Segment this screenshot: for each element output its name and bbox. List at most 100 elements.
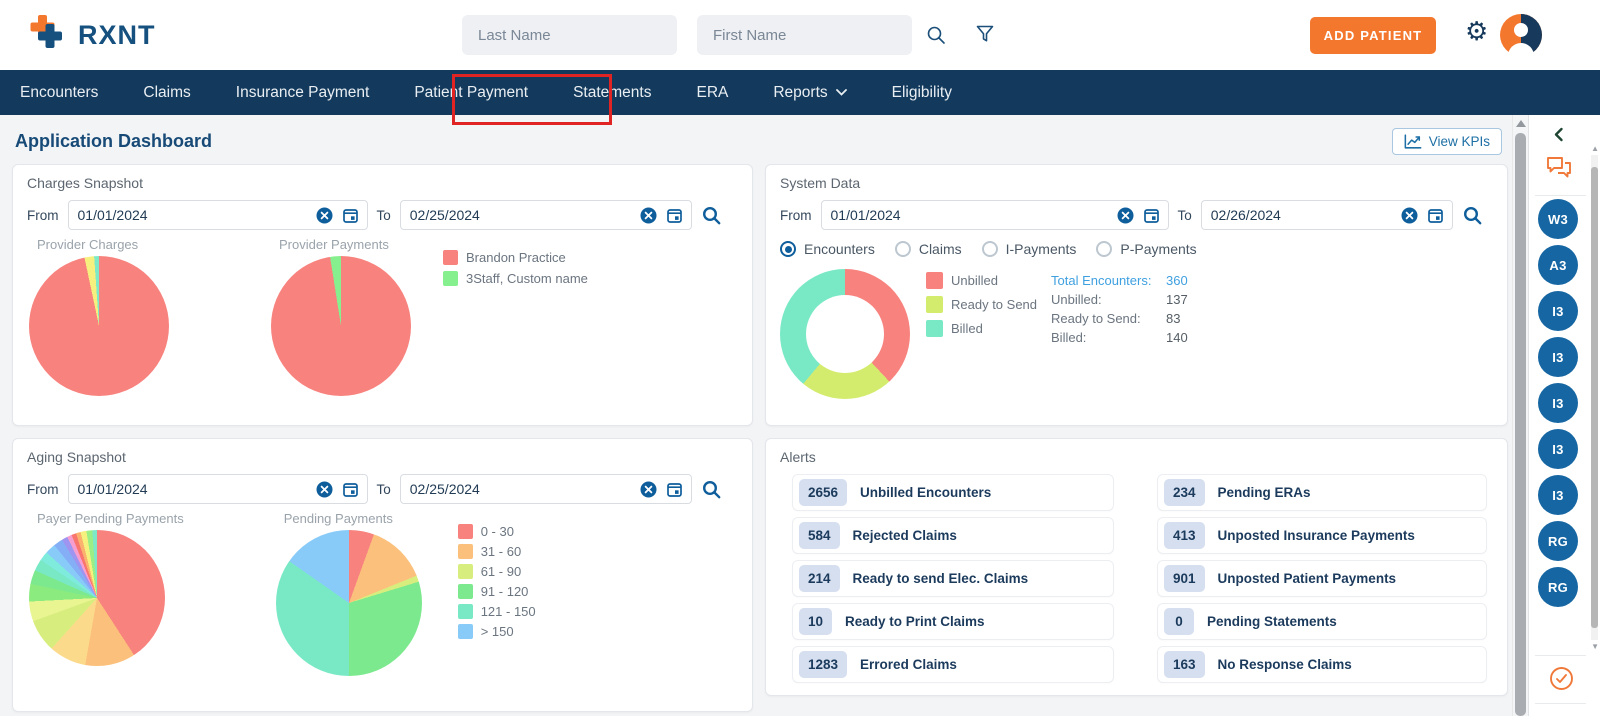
calendar-icon[interactable]: [343, 482, 358, 497]
aging-from-date-input[interactable]: 01/01/2024: [68, 474, 368, 504]
alert-ready-to-send-elec-claims[interactable]: 214Ready to send Elec. Claims: [792, 560, 1114, 597]
radio-claims[interactable]: Claims: [895, 241, 962, 257]
search-icon[interactable]: [701, 205, 722, 226]
nav-item-era[interactable]: ERA: [696, 84, 728, 102]
nav-item-insurance-payment[interactable]: Insurance Payment: [236, 84, 370, 102]
calendar-icon[interactable]: [667, 208, 682, 223]
clear-date-icon[interactable]: [1401, 207, 1418, 224]
alerts-left-column: 2656Unbilled Encounters 584Rejected Clai…: [792, 474, 1114, 689]
legend-item: 91 - 120: [458, 584, 536, 599]
check-circle-icon[interactable]: [1549, 666, 1574, 696]
charges-from-date-input[interactable]: 01/01/2024: [68, 200, 368, 230]
alert-rejected-claims[interactable]: 584Rejected Claims: [792, 517, 1114, 554]
panel-title: System Data: [780, 175, 1493, 191]
system-from-date-input[interactable]: 01/01/2024: [821, 200, 1169, 230]
clear-date-icon[interactable]: [316, 207, 333, 224]
alert-count-badge: 0: [1164, 608, 1194, 635]
scrollbar-up-arrow[interactable]: [1516, 120, 1526, 127]
alert-errored-claims[interactable]: 1283Errored Claims: [792, 646, 1114, 683]
search-icon[interactable]: [701, 479, 722, 500]
rxnt-logo[interactable]: RXNT: [28, 15, 156, 55]
sidebar-scroll-down-icon[interactable]: ▼: [1591, 643, 1599, 651]
scrollbar-thumb[interactable]: [1515, 133, 1526, 716]
legend-item: > 150: [458, 624, 536, 639]
sidebar-scrollbar[interactable]: [1591, 155, 1598, 640]
sidebar-scrollbar-thumb[interactable]: [1591, 167, 1598, 628]
calendar-icon[interactable]: [1144, 208, 1159, 223]
last-name-input[interactable]: [462, 15, 677, 55]
search-icon[interactable]: [1462, 205, 1483, 226]
avatar[interactable]: [1500, 14, 1542, 61]
from-label: From: [27, 208, 59, 223]
radio-i-payments[interactable]: I-Payments: [982, 241, 1077, 257]
calendar-icon[interactable]: [667, 482, 682, 497]
nav-item-statements[interactable]: Statements: [573, 84, 651, 102]
nav-item-encounters[interactable]: Encounters: [20, 84, 98, 102]
alert-label: Rejected Claims: [853, 528, 957, 543]
sidebar-badge[interactable]: I3: [1538, 429, 1578, 469]
clear-date-icon[interactable]: [1117, 207, 1134, 224]
aging-to-date-input[interactable]: 02/25/2024: [400, 474, 692, 504]
provider-payments-chart: Provider Payments: [271, 237, 411, 396]
right-sidebar: W3 A3 I3 I3 I3 I3 I3 RG RG ▲ ▼: [1528, 115, 1600, 716]
divider: [1535, 195, 1586, 196]
alert-ready-to-print-claims[interactable]: 10Ready to Print Claims: [792, 603, 1114, 640]
alert-unbilled-encounters[interactable]: 2656Unbilled Encounters: [792, 474, 1114, 511]
clear-date-icon[interactable]: [640, 207, 657, 224]
to-label: To: [377, 208, 391, 223]
nav-item-claims[interactable]: Claims: [143, 84, 190, 102]
collapse-chevron-left-icon[interactable]: [1553, 127, 1564, 147]
payer-pending-pie: [29, 530, 165, 666]
alert-count-badge: 2656: [799, 479, 847, 506]
sidebar-badge[interactable]: RG: [1538, 567, 1578, 607]
page-title: Application Dashboard: [15, 131, 212, 152]
alert-unposted-patient-payments[interactable]: 901Unposted Patient Payments: [1157, 560, 1487, 597]
chevron-down-icon: [836, 89, 847, 96]
sidebar-badge[interactable]: I3: [1538, 383, 1578, 423]
charges-to-date-input[interactable]: 02/25/2024: [400, 200, 692, 230]
radio-encounters[interactable]: Encounters: [780, 241, 875, 257]
alert-count-badge: 10: [799, 608, 832, 635]
sidebar-badge[interactable]: I3: [1538, 475, 1578, 515]
filter-icon[interactable]: [975, 24, 995, 49]
aging-snapshot-panel: Aging Snapshot From 01/01/2024 To 02/25/…: [12, 438, 753, 712]
alert-label: Pending ERAs: [1218, 485, 1311, 500]
main-scrollbar[interactable]: [1512, 115, 1528, 716]
sidebar-badge[interactable]: A3: [1538, 245, 1578, 285]
sidebar-badge[interactable]: I3: [1538, 291, 1578, 331]
aging-legend: 0 - 30 31 - 60 61 - 90 91 - 120 121 - 15…: [458, 524, 536, 676]
provider-charges-pie: [29, 256, 169, 396]
nav-item-patient-payment[interactable]: Patient Payment: [414, 84, 528, 102]
panel-title: Alerts: [780, 449, 1493, 465]
add-patient-button[interactable]: ADD PATIENT: [1310, 17, 1436, 54]
stat-row: Ready to Send:83: [1051, 309, 1188, 328]
alert-no-response-claims[interactable]: 163No Response Claims: [1157, 646, 1487, 683]
charges-legend: Brandon Practice 3Staff, Custom name: [443, 250, 588, 396]
clear-date-icon[interactable]: [640, 481, 657, 498]
calendar-icon[interactable]: [1428, 208, 1443, 223]
gear-icon[interactable]: ⚙: [1465, 18, 1488, 44]
alert-pending-eras[interactable]: 234Pending ERAs: [1157, 474, 1487, 511]
chat-icon[interactable]: [1545, 155, 1573, 186]
from-label: From: [27, 482, 59, 497]
calendar-icon[interactable]: [343, 208, 358, 223]
encounters-donut-chart: [780, 269, 910, 399]
alert-label: Unposted Insurance Payments: [1218, 528, 1415, 543]
date-value: 02/25/2024: [410, 481, 630, 497]
search-icon[interactable]: [925, 24, 947, 51]
nav-item-reports[interactable]: Reports: [773, 84, 846, 102]
alert-pending-statements[interactable]: 0Pending Statements: [1157, 603, 1487, 640]
nav-item-eligibility[interactable]: Eligibility: [892, 84, 952, 102]
sidebar-badge[interactable]: RG: [1538, 521, 1578, 561]
clear-date-icon[interactable]: [316, 481, 333, 498]
view-kpis-button[interactable]: View KPIs: [1392, 128, 1502, 155]
date-value: 01/01/2024: [78, 481, 306, 497]
system-to-date-input[interactable]: 02/26/2024: [1201, 200, 1453, 230]
radio-p-payments[interactable]: P-Payments: [1096, 241, 1196, 257]
first-name-input[interactable]: [697, 15, 912, 55]
sidebar-badge[interactable]: I3: [1538, 337, 1578, 377]
sidebar-badge[interactable]: W3: [1538, 199, 1578, 239]
provider-payments-pie: [271, 256, 411, 396]
sidebar-scroll-up-icon[interactable]: ▲: [1591, 145, 1599, 153]
alert-unposted-insurance-payments[interactable]: 413Unposted Insurance Payments: [1157, 517, 1487, 554]
